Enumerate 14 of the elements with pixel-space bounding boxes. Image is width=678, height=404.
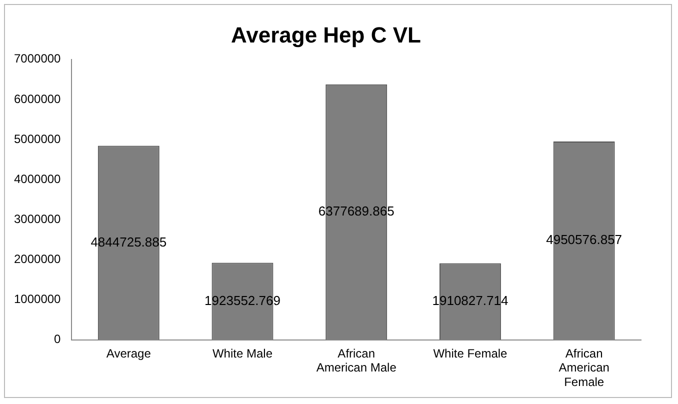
x-tick-label: African American Female [558, 346, 610, 390]
x-tick-label: White Male [212, 346, 273, 360]
y-tick-label: 2000000 [14, 252, 62, 266]
x-tick-label: Average [106, 346, 152, 360]
x-tick-label: White Female [433, 346, 508, 360]
chart-title: Average Hep C VL [231, 22, 421, 48]
y-tick-label: 6000000 [14, 92, 62, 106]
y-tick-label: 5000000 [14, 132, 62, 146]
y-tick-label: 7000000 [14, 52, 62, 66]
y-tick-label: 4000000 [14, 172, 62, 186]
y-tick-label: 3000000 [14, 212, 62, 226]
y-tick-label: 1000000 [14, 292, 62, 306]
y-tick-label: 0 [54, 332, 62, 346]
x-tick-label: African American Male [316, 346, 397, 375]
